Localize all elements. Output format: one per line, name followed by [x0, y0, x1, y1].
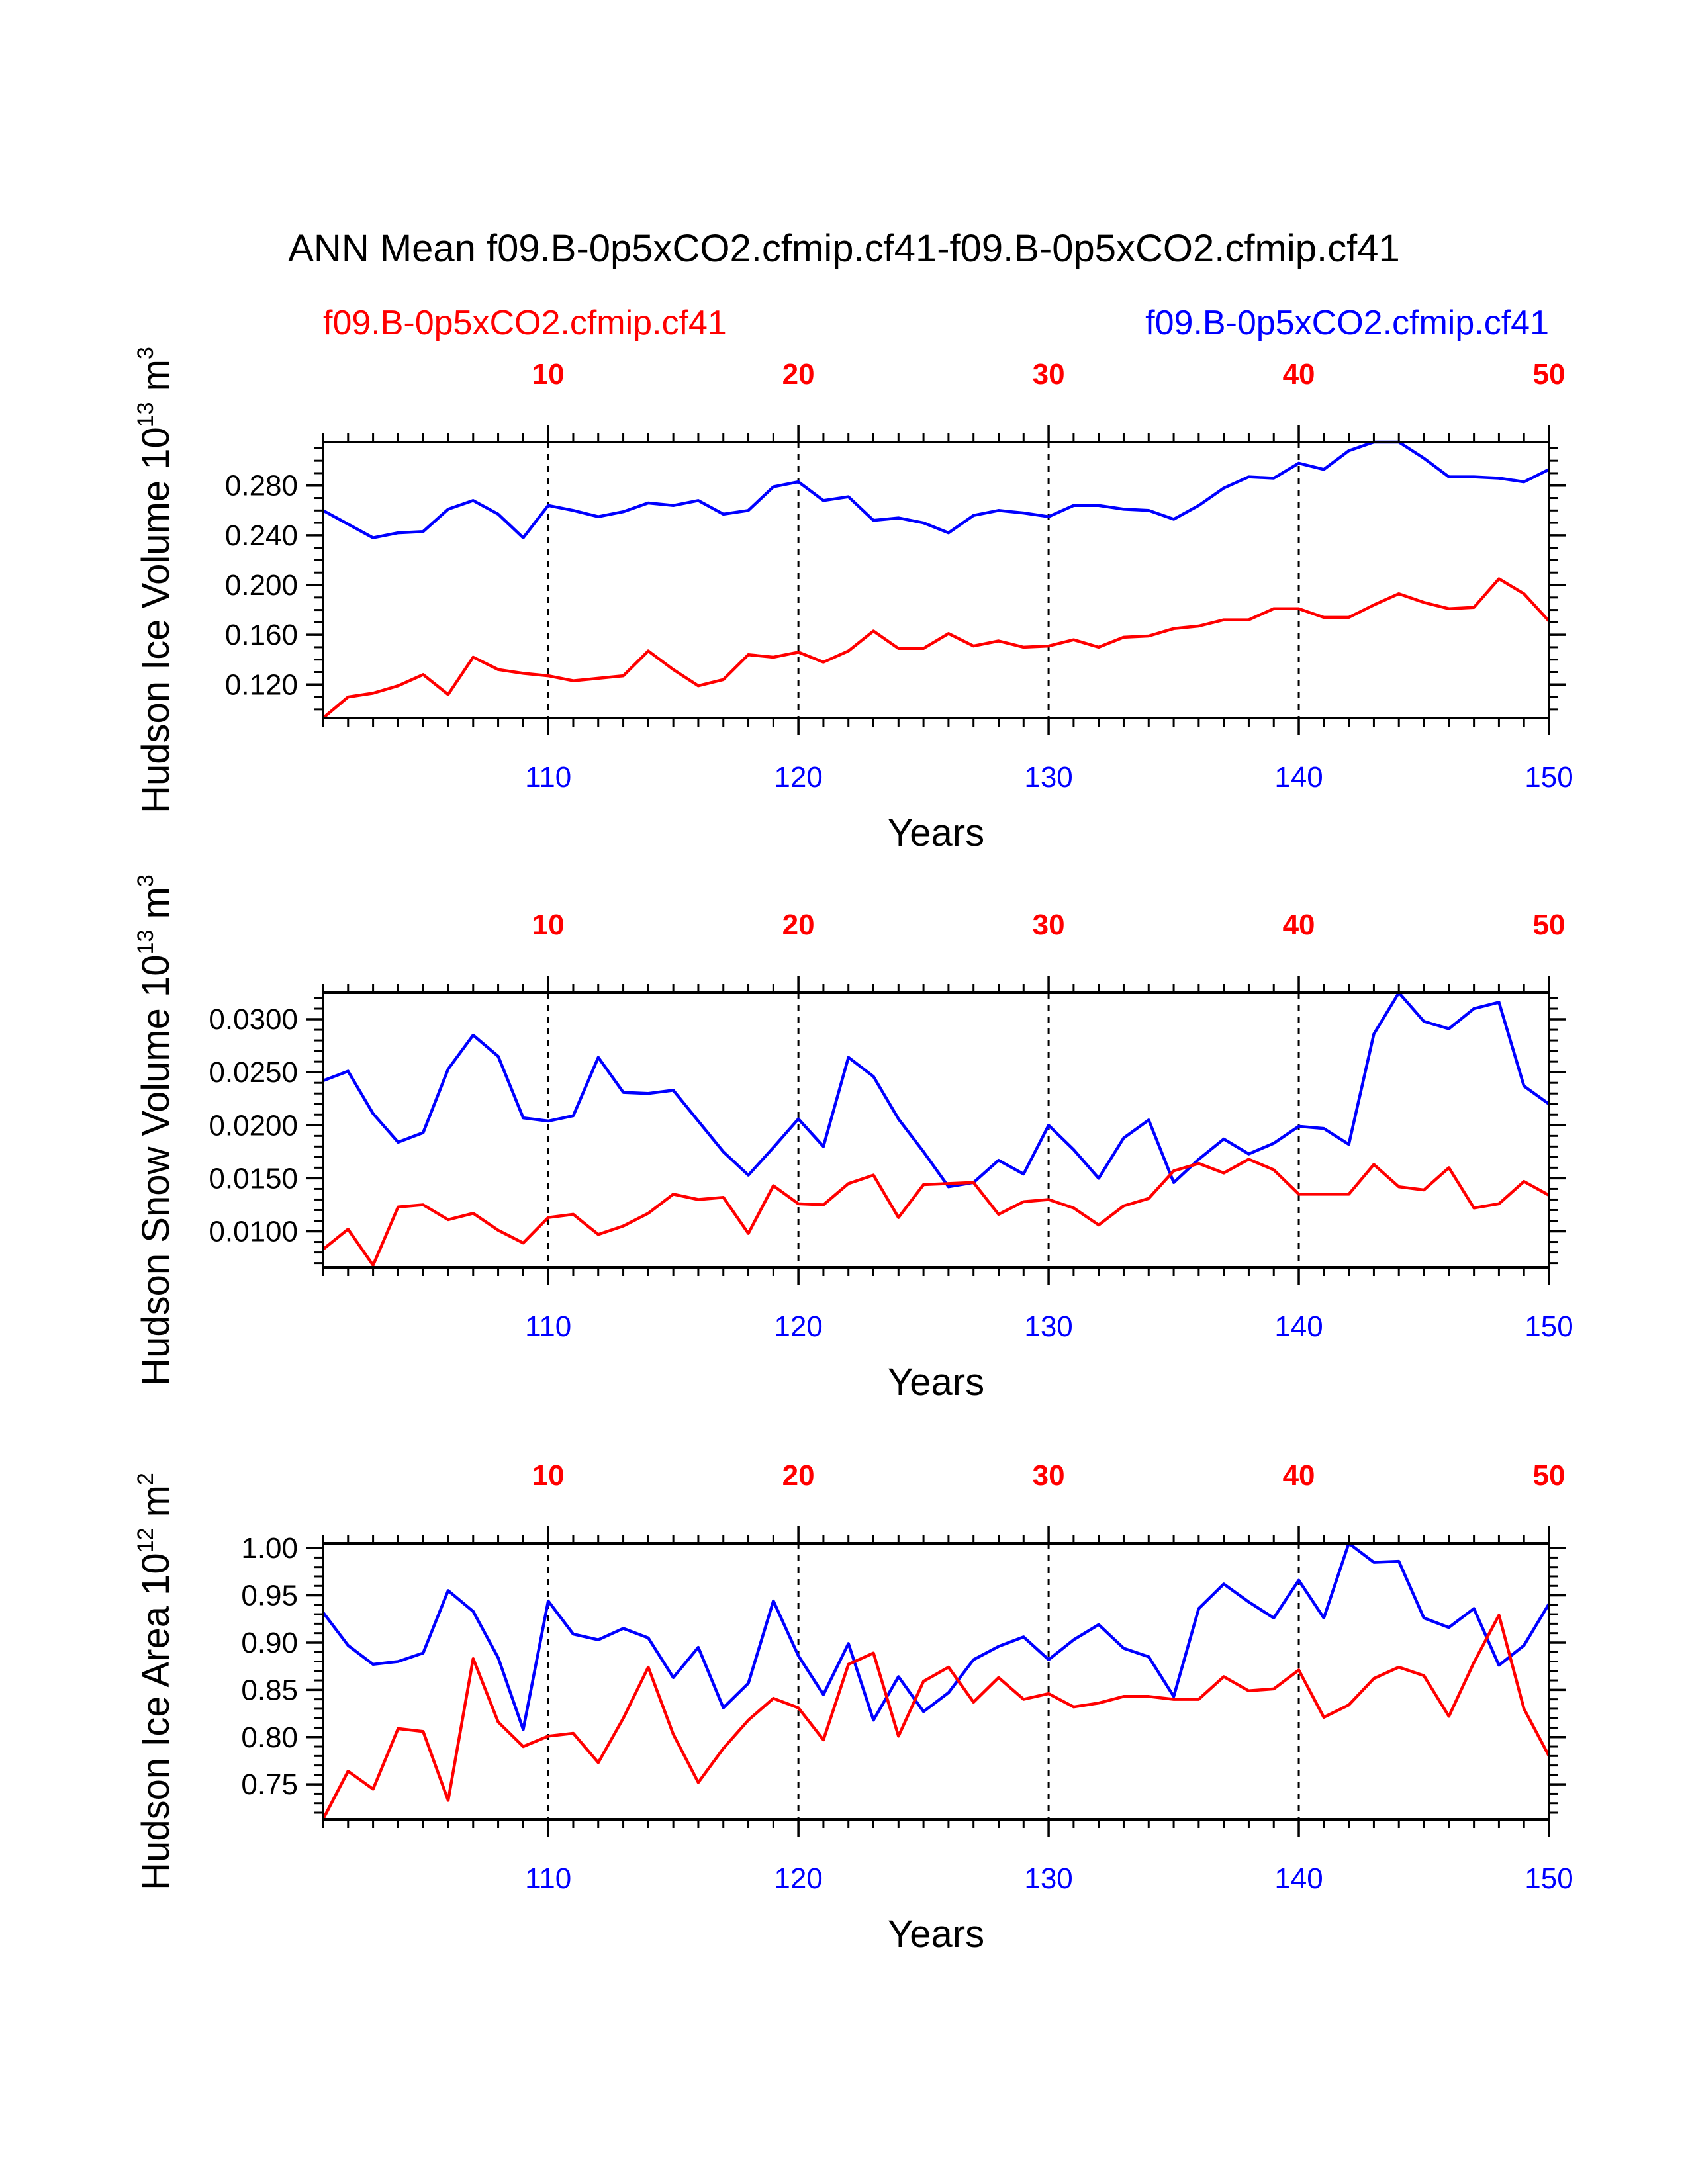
y-axis-title: Hudson Snow Volume 1013 m3 — [133, 874, 177, 1386]
y-tick-label: 0.160 — [225, 619, 298, 651]
x-bottom-tick-label: 150 — [1524, 1310, 1573, 1343]
x-bottom-tick-label: 150 — [1524, 761, 1573, 794]
x-bottom-tick-label: 140 — [1274, 1862, 1323, 1895]
x-top-tick-label: 40 — [1283, 1459, 1315, 1492]
x-bottom-tick-label: 110 — [525, 1862, 571, 1895]
series-line-blue — [322, 440, 1550, 539]
y-tick-label: 0.0250 — [209, 1056, 298, 1089]
x-bottom-tick-label: 150 — [1524, 1862, 1573, 1895]
plot-frame — [322, 991, 1550, 1269]
chart-title: ANN Mean f09.B-0p5xCO2.cfmip.cf41-f09.B-… — [288, 227, 1399, 270]
x-axis-title: Years — [888, 811, 984, 854]
y-tick-label: 0.0200 — [209, 1109, 298, 1142]
x-bottom-tick-label: 110 — [525, 761, 571, 794]
x-bottom-tick-label: 130 — [1024, 1862, 1072, 1895]
x-top-tick-label: 20 — [782, 1459, 815, 1492]
series-line-blue — [322, 991, 1550, 1189]
x-bottom-tick-label: 110 — [525, 1310, 571, 1343]
x-bottom-tick-label: 140 — [1274, 761, 1323, 794]
y-tick-label: 0.0150 — [209, 1162, 298, 1195]
x-top-tick-label: 20 — [782, 909, 815, 941]
panel-1: 0.120 0.160 0.200 0.240 0.280 110 120 130 140 150… — [133, 347, 1573, 854]
plot-frame — [322, 441, 1550, 719]
y-tick-label: 0.0300 — [209, 1003, 298, 1036]
x-bottom-tick-label: 130 — [1024, 761, 1072, 794]
y-axis-title: Hudson Ice Area 1012 m2 — [133, 1473, 177, 1890]
legend-label-blue: f09.B-0p5xCO2.cfmip.cf41 — [1145, 304, 1549, 342]
x-bottom-tick-label: 120 — [774, 761, 822, 794]
panel-2: 0.0100 0.0150 0.0200 0.0250 0.0300 110 120 130 1… — [133, 874, 1573, 1404]
x-bottom-tick-label: 140 — [1274, 1310, 1323, 1343]
x-axis-title: Years — [888, 1361, 984, 1404]
x-top-tick-label: 30 — [1033, 909, 1065, 941]
x-bottom-tick-label: 130 — [1024, 1310, 1072, 1343]
x-top-tick-label: 20 — [782, 358, 815, 390]
x-top-tick-label: 30 — [1033, 1459, 1065, 1492]
y-tick-label: 1.00 — [241, 1532, 298, 1565]
y-tick-label: 0.120 — [225, 668, 298, 701]
x-bottom-tick-label: 120 — [774, 1310, 822, 1343]
x-top-tick-label: 50 — [1533, 358, 1566, 390]
x-top-tick-label: 30 — [1033, 358, 1065, 390]
x-axis-title: Years — [888, 1913, 984, 1956]
x-top-tick-label: 50 — [1533, 1459, 1566, 1492]
series-line-red — [322, 577, 1550, 719]
panel-3: 0.75 0.80 0.85 0.90 0.95 1.00 110 120 130 140 150 1… — [133, 1459, 1573, 1956]
y-tick-label: 0.240 — [225, 520, 298, 552]
y-tick-label: 0.95 — [241, 1580, 298, 1612]
x-top-tick-label: 10 — [532, 358, 565, 390]
x-bottom-tick-label: 120 — [774, 1862, 822, 1895]
y-tick-label: 0.200 — [225, 569, 298, 602]
y-tick-label: 0.85 — [241, 1674, 298, 1706]
y-tick-label: 0.80 — [241, 1721, 298, 1754]
x-top-tick-label: 10 — [532, 909, 565, 941]
x-top-tick-label: 50 — [1533, 909, 1566, 941]
series-line-red — [322, 1614, 1550, 1821]
y-axis-title: Hudson Ice Volume 1013 m3 — [133, 347, 177, 813]
x-top-tick-label: 40 — [1283, 909, 1315, 941]
y-tick-label: 0.280 — [225, 470, 298, 502]
chart-panels: 0.120 0.160 0.200 0.240 0.280 110 120 130 140 150… — [133, 347, 1573, 1956]
x-top-tick-label: 40 — [1283, 358, 1315, 390]
series-line-blue — [322, 1541, 1550, 1731]
y-tick-label: 0.90 — [241, 1627, 298, 1659]
x-top-tick-label: 10 — [532, 1459, 565, 1492]
y-tick-label: 0.75 — [241, 1768, 298, 1801]
series-line-red — [322, 1158, 1550, 1267]
legend-label-red: f09.B-0p5xCO2.cfmip.cf41 — [323, 304, 727, 342]
y-tick-label: 0.0100 — [209, 1216, 298, 1248]
